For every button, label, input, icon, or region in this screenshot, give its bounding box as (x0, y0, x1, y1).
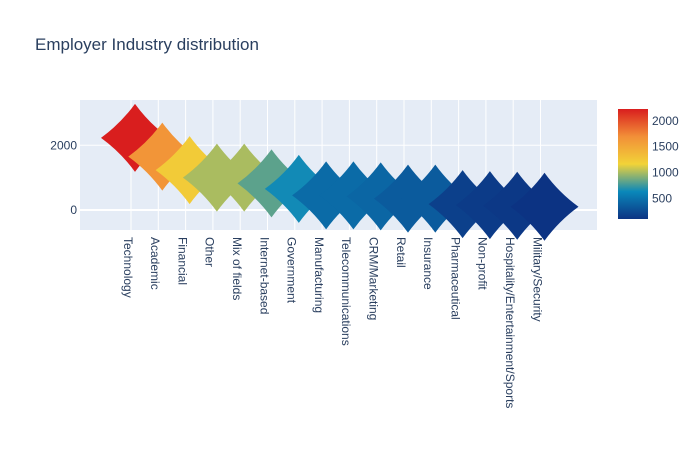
colorbar-ticks: 500 1000 1500 2000 (652, 114, 679, 205)
colorbar: 500 1000 1500 2000 (618, 109, 679, 219)
x-tick-label: Military/Security (530, 237, 544, 322)
x-tick-label: Telecommunications (339, 237, 353, 346)
x-tick-label: Technology (121, 237, 135, 298)
x-tick-label: Retail (394, 237, 408, 268)
data-point (101, 103, 169, 172)
data-point (210, 143, 279, 212)
x-tick-label: Financial (175, 237, 189, 285)
x-tick-label: Internet-based (257, 237, 271, 314)
x-tick-label: Insurance (421, 237, 435, 290)
data-point (128, 122, 197, 191)
colorbar-tick-label: 1500 (652, 140, 679, 154)
x-axis: Technology Academic Financial Other Mix of f… (121, 237, 545, 408)
x-tick-label: Other (203, 237, 217, 267)
colorbar-tick-label: 2000 (652, 114, 679, 128)
data-point (237, 149, 306, 218)
colorbar-tick-label: 500 (652, 191, 672, 205)
colorbar-tick-label: 1000 (652, 166, 679, 180)
chart-title: Employer Industry distribution (35, 35, 259, 54)
data-point (401, 164, 470, 233)
x-tick-label: CRM/Marketing (367, 237, 381, 320)
x-tick-label: Pharmaceutical (448, 237, 462, 320)
x-tick-label: Hospitality/Entertainment/Sports (503, 237, 517, 408)
data-point (264, 154, 333, 223)
y-tick-label: 2000 (50, 138, 77, 152)
data-point (155, 136, 224, 205)
y-tick-label: 0 (70, 203, 77, 217)
x-tick-label: Non-profit (476, 237, 490, 290)
x-tick-label: Manufacturing (312, 237, 326, 313)
x-tick-label: Mix of fields (230, 237, 244, 300)
data-point (510, 172, 579, 241)
colorbar-gradient (618, 109, 648, 219)
markers (101, 103, 579, 241)
x-tick-label: Government (285, 237, 299, 304)
y-axis: 0 2000 (50, 138, 77, 217)
x-tick-label: Academic (148, 237, 162, 290)
